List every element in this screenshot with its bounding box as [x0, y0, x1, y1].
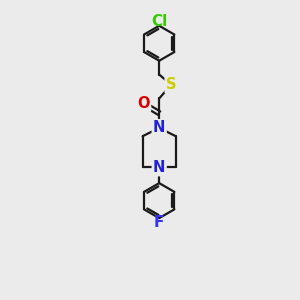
Text: S: S	[166, 77, 176, 92]
Text: N: N	[153, 160, 165, 175]
Text: Cl: Cl	[151, 14, 167, 29]
Text: N: N	[153, 120, 165, 135]
Text: F: F	[154, 215, 164, 230]
Text: O: O	[137, 96, 150, 111]
